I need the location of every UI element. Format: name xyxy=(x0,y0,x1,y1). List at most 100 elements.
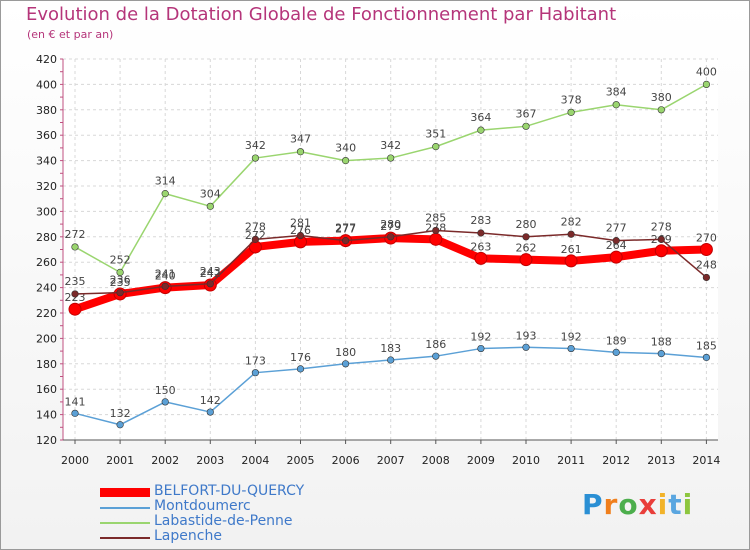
data-point-labastide-de-penne xyxy=(161,190,169,198)
data-label-labastide-de-penne: 351 xyxy=(425,128,446,141)
data-label-lapenche: 281 xyxy=(290,217,311,230)
data-point-belfort-du-quercy xyxy=(429,232,443,246)
data-label-belfort-du-quercy: 261 xyxy=(561,243,582,256)
legend-label: Lapenche xyxy=(154,528,222,544)
data-label-labastide-de-penne: 380 xyxy=(651,91,672,104)
x-tick-label: 2011 xyxy=(557,454,585,467)
data-label-belfort-du-quercy: 240 xyxy=(155,270,176,283)
y-tick-label: 220 xyxy=(36,307,57,320)
data-label-belfort-du-quercy: 270 xyxy=(696,232,717,245)
data-point-montdoumerc xyxy=(477,344,485,353)
data-label-labastide-de-penne: 367 xyxy=(516,107,537,120)
data-point-montdoumerc xyxy=(206,408,214,416)
data-label-montdoumerc: 141 xyxy=(65,395,86,408)
data-label-belfort-du-quercy: 263 xyxy=(470,240,491,253)
data-point-lapenche xyxy=(657,235,665,243)
data-label-montdoumerc: 150 xyxy=(155,384,176,397)
data-label-lapenche: 236 xyxy=(110,274,131,287)
data-point-montdoumerc xyxy=(116,421,124,429)
data-label-belfort-du-quercy: 264 xyxy=(606,239,627,252)
legend-label: BELFORT-DU-QUERCY xyxy=(154,483,305,499)
data-label-belfort-du-quercy: 277 xyxy=(335,223,356,236)
data-label-labastide-de-penne: 272 xyxy=(65,228,86,241)
legend-swatch xyxy=(100,537,150,539)
data-point-lapenche xyxy=(522,233,530,241)
x-tick-label: 2007 xyxy=(377,454,405,467)
data-point-labastide-de-penne xyxy=(702,80,711,88)
x-tick-label: 2009 xyxy=(467,454,495,467)
data-label-lapenche: 277 xyxy=(335,222,356,235)
data-label-labastide-de-penne: 342 xyxy=(380,139,401,152)
data-label-labastide-de-penne: 347 xyxy=(290,133,311,146)
data-point-labastide-de-penne xyxy=(116,268,124,276)
data-point-belfort-du-quercy xyxy=(609,250,623,264)
data-point-lapenche xyxy=(251,235,259,243)
proxiti-logo: Proxiti xyxy=(582,488,694,521)
data-point-labastide-de-penne xyxy=(342,157,350,165)
data-point-labastide-de-penne xyxy=(522,122,530,130)
data-label-lapenche: 282 xyxy=(561,215,582,228)
data-label-belfort-du-quercy: 276 xyxy=(290,224,311,237)
data-label-lapenche: 243 xyxy=(200,265,221,278)
y-tick-label: 300 xyxy=(36,205,57,218)
data-label-lapenche: 280 xyxy=(380,218,401,231)
data-label-montdoumerc: 189 xyxy=(606,334,627,347)
data-point-montdoumerc xyxy=(296,365,305,373)
data-point-lapenche xyxy=(342,237,350,245)
legend-swatch xyxy=(100,488,150,497)
data-label-montdoumerc: 183 xyxy=(380,342,401,355)
x-tick-label: 2004 xyxy=(241,454,269,467)
legend-item-lapenche: Lapenche xyxy=(100,528,400,544)
legend-label: Montdoumerc xyxy=(154,498,251,514)
data-label-labastide-de-penne: 378 xyxy=(561,93,582,106)
data-point-montdoumerc xyxy=(387,356,395,364)
legend-swatch xyxy=(100,507,150,509)
legend-item-belfort-du-quercy: BELFORT-DU-QUERCY xyxy=(100,483,400,499)
data-point-labastide-de-penne xyxy=(567,108,575,116)
data-label-labastide-de-penne: 304 xyxy=(200,187,221,200)
data-point-montdoumerc xyxy=(522,343,530,351)
data-label-montdoumerc: 188 xyxy=(651,336,672,349)
data-label-labastide-de-penne: 314 xyxy=(155,175,176,188)
y-tick-label: 200 xyxy=(36,332,57,345)
x-tick-label: 2006 xyxy=(332,454,360,467)
data-point-lapenche xyxy=(206,280,214,288)
data-label-montdoumerc: 186 xyxy=(425,338,446,351)
legend-swatch xyxy=(100,522,150,524)
data-label-montdoumerc: 193 xyxy=(516,329,537,342)
data-point-lapenche xyxy=(71,290,79,298)
legend-label: Labastide-de-Penne xyxy=(154,513,293,529)
data-label-montdoumerc: 132 xyxy=(110,407,131,420)
data-point-lapenche xyxy=(161,282,169,290)
data-label-belfort-du-quercy: 242 xyxy=(200,267,221,280)
data-point-lapenche xyxy=(612,237,620,245)
y-tick-label: 120 xyxy=(36,434,57,447)
x-tick-label: 2012 xyxy=(602,454,630,467)
data-point-labastide-de-penne xyxy=(432,143,440,151)
y-tick-label: 140 xyxy=(36,409,57,422)
data-label-belfort-du-quercy: 279 xyxy=(380,220,401,233)
data-point-labastide-de-penne xyxy=(206,202,214,210)
y-tick-label: 260 xyxy=(36,256,57,269)
data-point-montdoumerc xyxy=(161,398,169,406)
data-label-labastide-de-penne: 400 xyxy=(696,65,717,78)
data-point-lapenche xyxy=(567,230,575,238)
y-tick-label: 180 xyxy=(36,358,57,371)
data-label-lapenche: 280 xyxy=(516,218,537,231)
data-label-labastide-de-penne: 384 xyxy=(606,86,627,99)
x-tick-label: 2010 xyxy=(512,454,540,467)
data-point-labastide-de-penne xyxy=(387,154,395,162)
chart-title: Evolution de la Dotation Globale de Fonc… xyxy=(26,4,617,25)
data-label-labastide-de-penne: 340 xyxy=(335,142,356,155)
data-label-belfort-du-quercy: 235 xyxy=(110,276,131,289)
legend-item-montdoumerc: Montdoumerc xyxy=(100,498,400,514)
x-tick-label: 2000 xyxy=(61,454,89,467)
data-point-belfort-du-quercy xyxy=(654,244,668,258)
y-tick-label: 340 xyxy=(36,155,57,168)
x-tick-label: 2013 xyxy=(647,454,675,467)
data-label-montdoumerc: 176 xyxy=(290,351,311,364)
data-label-lapenche: 241 xyxy=(155,267,176,280)
data-point-belfort-du-quercy xyxy=(519,253,533,267)
data-label-labastide-de-penne: 364 xyxy=(470,111,491,124)
